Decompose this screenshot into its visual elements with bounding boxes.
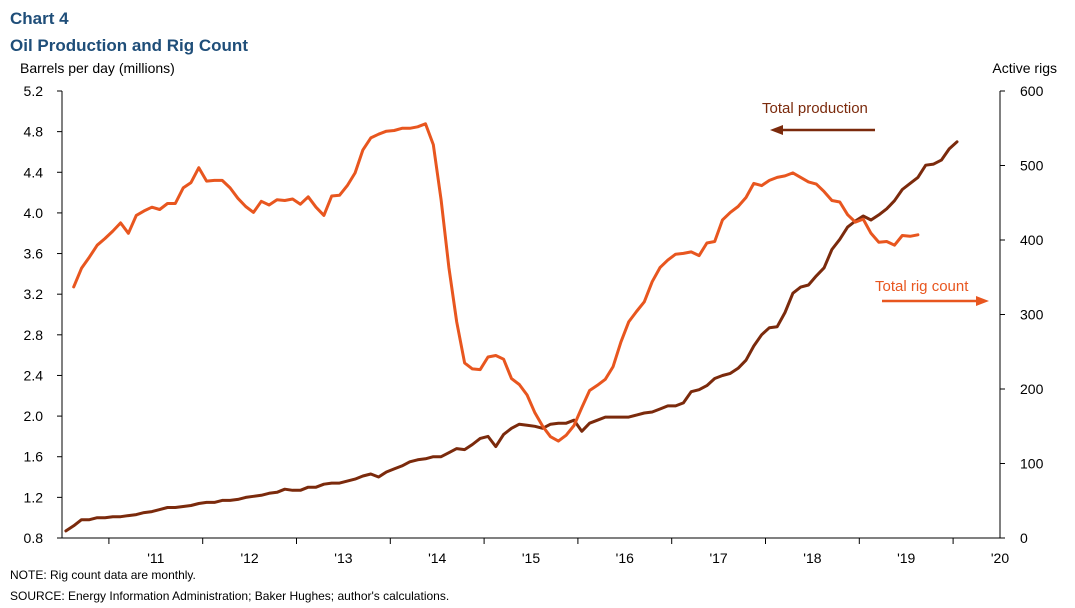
chart-title: Oil Production and Rig Count	[10, 36, 248, 55]
x-tick-label: '16	[616, 550, 634, 566]
left-tick-label: 4.0	[24, 205, 44, 221]
left-tick-label: 1.6	[24, 449, 44, 465]
rig-arrow-head	[976, 296, 989, 306]
right-tick-label: 100	[1020, 456, 1044, 472]
left-tick-label: 2.4	[24, 367, 44, 383]
production-annotation-label: Total production	[762, 100, 868, 117]
x-tick-label: '19	[897, 550, 915, 566]
left-tick-label: 4.4	[24, 164, 44, 180]
x-tick-label: '13	[334, 550, 352, 566]
production-line	[64, 140, 959, 533]
right-tick-label: 200	[1020, 381, 1044, 397]
left-tick-label: 2.8	[24, 327, 44, 343]
left-tick-label: 3.6	[24, 246, 44, 262]
note-text: NOTE: Rig count data are monthly.	[10, 568, 196, 582]
production-arrow-head	[770, 125, 783, 135]
x-tick-label: '14	[428, 550, 446, 566]
x-tick-label: '11	[147, 550, 164, 566]
left-tick-label: 4.8	[24, 124, 44, 140]
left-tick-label: 3.2	[24, 286, 44, 302]
x-tick-label: '18	[803, 550, 821, 566]
rig-annotation-label: Total rig count	[875, 278, 969, 295]
chart-number: Chart 4	[10, 9, 69, 28]
source-text: SOURCE: Energy Information Administratio…	[10, 589, 450, 603]
rig-count-line	[72, 122, 920, 443]
left-tick-label: 5.2	[24, 83, 44, 99]
x-tick-label: '20	[991, 550, 1009, 566]
right-tick-label: 400	[1020, 232, 1044, 248]
left-axis-label: Barrels per day (millions)	[20, 60, 175, 76]
left-tick-label: 2.0	[24, 408, 44, 424]
left-tick-label: 0.8	[24, 530, 44, 546]
right-tick-label: 600	[1020, 83, 1044, 99]
x-tick-label: '12	[240, 550, 258, 566]
left-tick-label: 1.2	[24, 489, 44, 505]
right-tick-label: 0	[1020, 530, 1028, 546]
x-tick-label: '15	[522, 550, 540, 566]
right-tick-label: 300	[1020, 307, 1044, 323]
right-tick-label: 500	[1020, 158, 1044, 174]
right-axis-label: Active rigs	[992, 60, 1057, 76]
x-tick-label: '17	[709, 550, 727, 566]
